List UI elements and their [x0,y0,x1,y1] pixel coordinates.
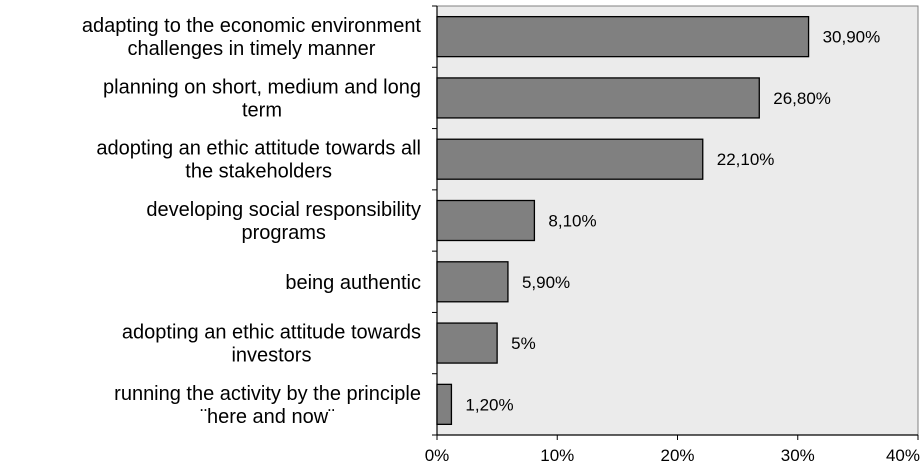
bar-value-label: 30,90% [823,28,881,47]
bar-value-label: 5% [511,334,536,353]
bar [436,199,536,242]
x-tick-label: 20% [660,446,694,465]
x-tick-label: 40% [886,446,920,465]
category-label: adapting to the economic environment [82,15,422,37]
x-tick-label: 30% [781,446,815,465]
category-label: programs [241,222,325,244]
category-label: adopting an ethic attitude towards [122,322,421,344]
category-label: ¨here and now¨ [200,406,335,428]
x-tick-label: 0% [425,446,450,465]
bar [436,138,704,180]
bar-value-label: 8,10% [548,212,596,231]
category-label: being authentic [285,272,421,294]
bar [436,383,453,426]
category-label: investors [231,345,311,367]
bar-value-label: 22,10% [717,150,775,169]
bar [436,15,810,58]
category-label: planning on short, medium and long [103,76,421,98]
bar [436,322,498,364]
x-tick-label: 10% [540,446,574,465]
category-label: challenges in timely manner [127,38,375,60]
bar-value-label: 1,20% [465,395,513,414]
bar-value-label: 26,80% [773,89,831,108]
category-label: the stakeholders [185,161,332,183]
category-label: adopting an ethic attitude towards all [96,138,421,160]
bar [436,261,509,303]
category-label: developing social responsibility [146,199,421,221]
bar [436,77,760,119]
category-label: term [242,99,282,121]
category-label: running the activity by the principle [114,383,421,405]
bar-value-label: 5,90% [522,273,570,292]
